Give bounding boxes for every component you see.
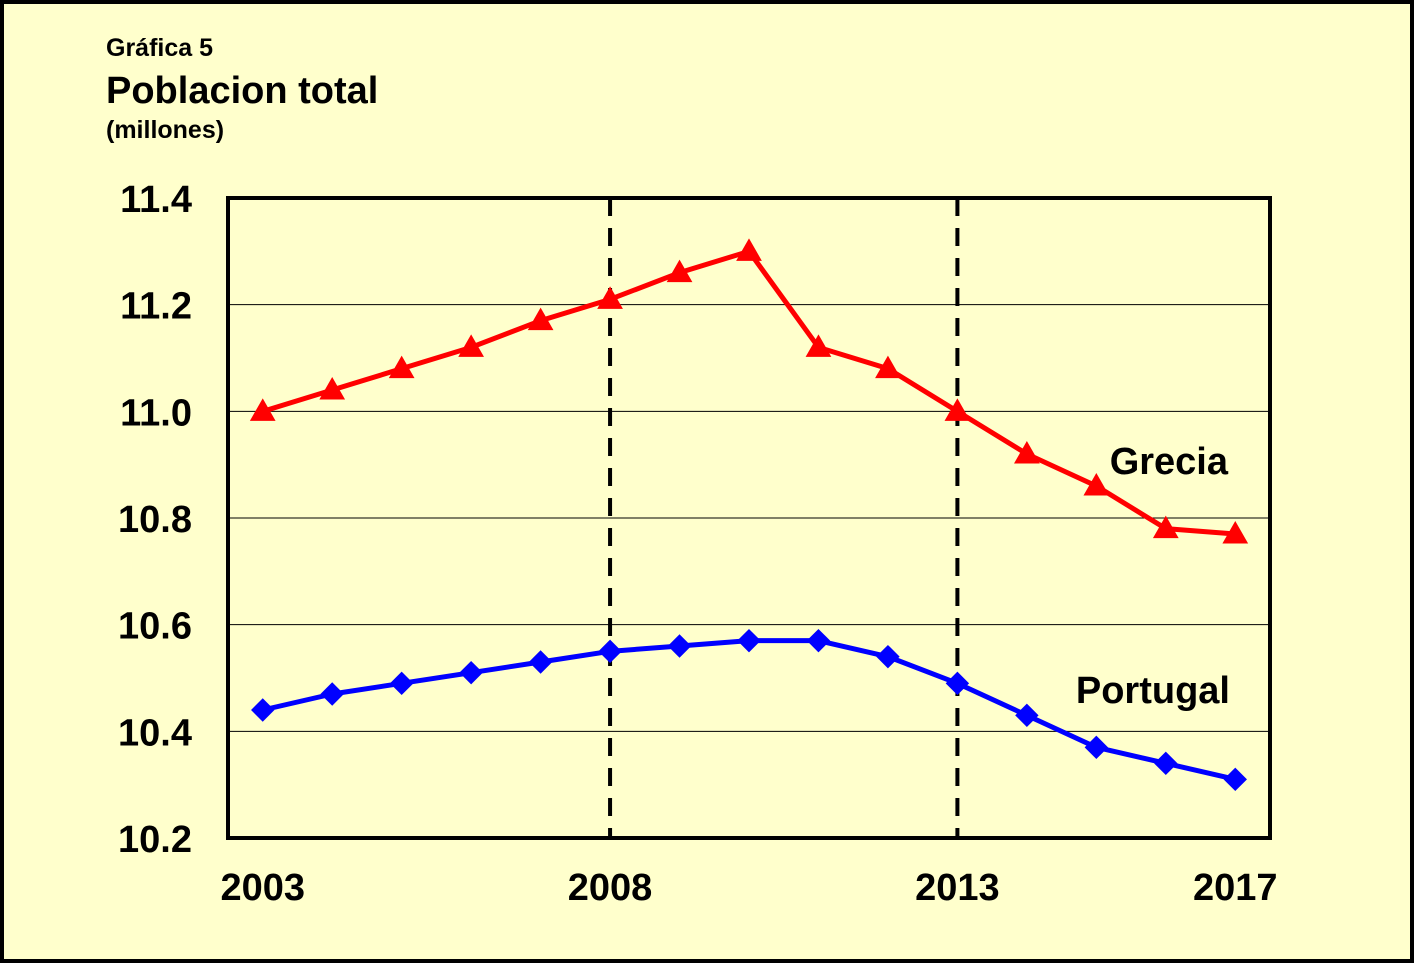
point-portugal-2004 <box>320 682 344 706</box>
point-grecia-2004 <box>319 376 346 400</box>
point-portugal-2003 <box>251 698 275 722</box>
y-tick-label: 11.4 <box>120 179 192 221</box>
point-grecia-2003 <box>249 398 276 421</box>
chart-title: Poblacion total <box>106 70 379 112</box>
x-axis-ticks: 2003 2008 2013 2017 <box>220 867 1277 909</box>
point-portugal-2005 <box>389 671 414 696</box>
x-tick-label: 2017 <box>1193 867 1278 909</box>
point-grecia-2016 <box>1152 515 1179 539</box>
point-grecia-2009 <box>666 259 693 283</box>
y-tick-label: 10.2 <box>118 819 192 861</box>
point-grecia-2006 <box>458 334 484 357</box>
point-grecia-2014 <box>1014 440 1040 464</box>
chart-unit: (millones) <box>106 116 225 144</box>
y-tick-label: 10.4 <box>118 712 192 754</box>
point-portugal-2007 <box>528 650 553 674</box>
point-grecia-2017 <box>1222 520 1249 544</box>
y-tick-label: 10.6 <box>118 606 192 648</box>
point-portugal-2015 <box>1084 735 1109 760</box>
gridlines <box>228 304 1270 732</box>
x-tick-label: 2013 <box>915 867 1000 909</box>
point-grecia-2010 <box>736 238 762 261</box>
point-grecia-2011 <box>805 334 832 357</box>
y-tick-label: 11.2 <box>120 286 192 328</box>
point-grecia-2013 <box>944 398 971 421</box>
series-label-portugal: Portugal <box>1076 670 1230 712</box>
point-portugal-2013 <box>945 671 970 696</box>
point-portugal-2012 <box>876 644 900 669</box>
point-portugal-2011 <box>806 628 831 653</box>
x-tick-label: 2003 <box>220 867 305 909</box>
y-axis-ticks: 11.4 11.2 11.0 10.8 10.6 10.4 10.2 <box>118 179 192 861</box>
point-portugal-2016 <box>1154 751 1178 776</box>
y-tick-label: 11.0 <box>120 392 192 434</box>
point-grecia-2015 <box>1083 472 1110 496</box>
point-portugal-2009 <box>667 634 692 658</box>
point-portugal-2014 <box>1015 703 1039 728</box>
point-portugal-2010 <box>737 628 761 653</box>
x-tick-label: 2008 <box>568 867 653 909</box>
y-tick-label: 10.8 <box>118 499 192 541</box>
plot-area <box>226 196 1272 840</box>
series-layer <box>249 238 1249 792</box>
point-portugal-2017 <box>1223 767 1247 792</box>
series-label-grecia: Grecia <box>1110 441 1229 483</box>
point-portugal-2006 <box>459 660 483 685</box>
point-grecia-2012 <box>875 355 901 379</box>
chart-number: Gráfica 5 <box>106 34 214 62</box>
point-grecia-2005 <box>388 355 415 379</box>
point-grecia-2008 <box>597 286 623 309</box>
point-grecia-2007 <box>527 307 554 331</box>
point-portugal-2008 <box>598 639 622 664</box>
